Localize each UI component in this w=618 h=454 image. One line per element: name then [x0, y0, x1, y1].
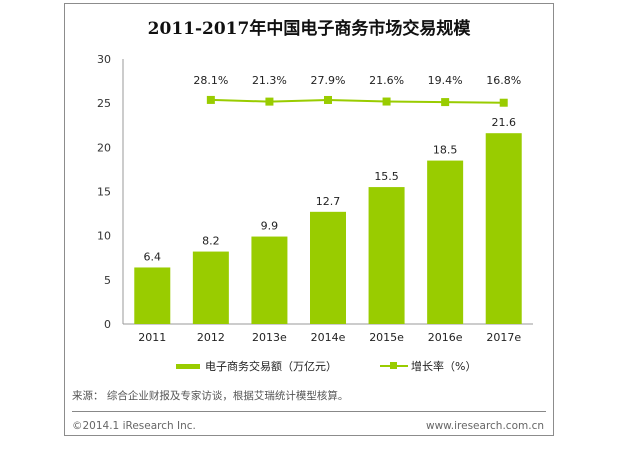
- x-tick-label: 2011: [138, 331, 166, 344]
- growth-data-label: 21.6%: [369, 74, 404, 87]
- copyright: ©2014.1 iResearch Inc.: [72, 420, 196, 432]
- website-link[interactable]: www.iresearch.com.cn: [425, 420, 544, 432]
- x-tick-label: 2013e: [252, 331, 287, 344]
- y-tick-label: 20: [97, 141, 111, 154]
- x-tick-label: 2015e: [369, 331, 404, 344]
- x-tick-label: 2016e: [428, 331, 463, 344]
- y-tick-label: 25: [97, 97, 111, 110]
- bar-data-label: 18.5: [433, 144, 458, 157]
- legend-line-label: 增长率（%）: [411, 360, 477, 373]
- x-tick-label: 2017e: [486, 331, 521, 344]
- y-tick-label: 30: [97, 53, 111, 66]
- bar: [368, 187, 405, 324]
- bar: [134, 267, 171, 324]
- growth-data-label: 21.3%: [252, 74, 287, 87]
- y-tick-label: 10: [97, 230, 111, 243]
- source-note: 来源： 综合企业财报及专家访谈，根据艾瑞统计模型核算。: [72, 390, 349, 402]
- y-tick-label: 0: [104, 318, 111, 331]
- growth-data-label: 28.1%: [193, 74, 228, 87]
- growth-point: [441, 98, 450, 107]
- bar: [427, 160, 464, 324]
- bar-data-label: 15.5: [374, 170, 399, 183]
- chart-frame: [64, 3, 554, 436]
- bar-data-label: 12.7: [316, 195, 341, 208]
- growth-data-label: 16.8%: [486, 74, 521, 87]
- growth-point: [206, 95, 215, 104]
- y-tick-label: 5: [104, 274, 111, 287]
- growth-point: [382, 97, 391, 106]
- legend-line-swatch: [380, 362, 408, 369]
- bar-data-label: 6.4: [144, 250, 162, 263]
- bar-data-label: 8.2: [202, 235, 220, 248]
- growth-line: [210, 98, 504, 104]
- legend-item-line: 增长率（%）: [380, 358, 476, 374]
- bar: [485, 133, 522, 324]
- growth-data-label: 19.4%: [428, 74, 463, 87]
- x-tick-label: 2014e: [311, 331, 346, 344]
- bar: [310, 211, 346, 324]
- y-tick-label: 15: [97, 186, 111, 199]
- growth-point: [324, 95, 332, 104]
- growth-point: [499, 98, 508, 107]
- bar: [251, 236, 288, 324]
- legend-bar-label: 电子商务交易额（万亿元）: [205, 360, 337, 373]
- bar-data-label: 9.9: [261, 220, 279, 233]
- legend-bar-swatch: [176, 363, 200, 369]
- bar: [192, 251, 229, 324]
- chart-title: 2011-2017年中国电子商务市场交易规模: [147, 19, 471, 39]
- growth-data-label: 27.9%: [311, 74, 346, 87]
- legend-item-bar: 电子商务交易额（万亿元）: [176, 358, 337, 374]
- bar-data-label: 21.6: [491, 116, 516, 129]
- footer-divider: [72, 411, 546, 412]
- x-tick-label: 2012: [197, 331, 225, 344]
- growth-point: [265, 97, 274, 106]
